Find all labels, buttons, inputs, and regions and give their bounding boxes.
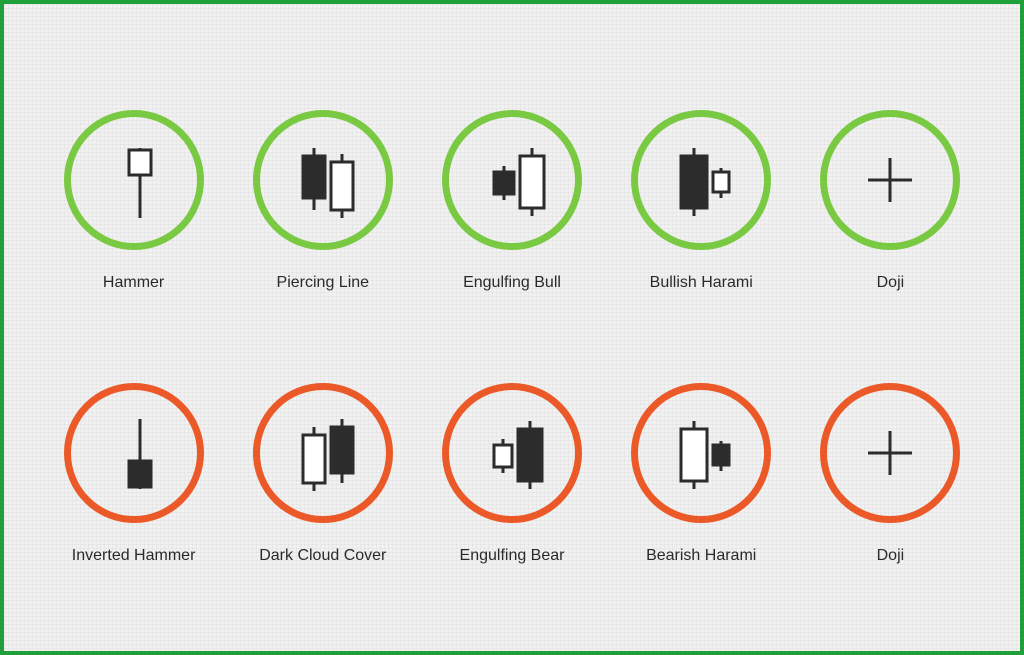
doji-bear-icon xyxy=(840,403,940,503)
bearish-row: Inverted Hammer Dark Cloud Cover Engulfing… xyxy=(44,383,980,565)
pattern-label: Doji xyxy=(877,547,905,565)
pattern-dark-cloud-cover: Dark Cloud Cover xyxy=(233,383,412,565)
inverted-hammer-icon xyxy=(84,403,184,503)
hammer-icon xyxy=(84,130,184,230)
dark-cloud-cover-icon xyxy=(273,403,373,503)
chart-frame: Hammer Piercing Line Engulfing Bull Bullish… xyxy=(0,0,1024,655)
pattern-label: Bullish Harami xyxy=(650,274,753,292)
bullish-row: Hammer Piercing Line Engulfing Bull Bullish… xyxy=(44,110,980,292)
pattern-inverted-hammer: Inverted Hammer xyxy=(44,383,223,565)
pattern-circle xyxy=(442,383,582,523)
engulfing-bull-icon xyxy=(462,130,562,230)
engulfing-bear-icon xyxy=(462,403,562,503)
pattern-engulfing-bull: Engulfing Bull xyxy=(422,110,601,292)
pattern-circle xyxy=(64,110,204,250)
bullish-harami-icon xyxy=(651,130,751,230)
pattern-doji-bull: Doji xyxy=(801,110,980,292)
pattern-circle xyxy=(253,383,393,523)
pattern-circle xyxy=(253,110,393,250)
pattern-engulfing-bear: Engulfing Bear xyxy=(422,383,601,565)
pattern-label: Bearish Harami xyxy=(646,547,756,565)
bearish-harami-icon xyxy=(651,403,751,503)
pattern-doji-bear: Doji xyxy=(801,383,980,565)
pattern-circle xyxy=(820,110,960,250)
pattern-circle xyxy=(631,110,771,250)
pattern-circle xyxy=(64,383,204,523)
pattern-bullish-harami: Bullish Harami xyxy=(612,110,791,292)
doji-bull-icon xyxy=(840,130,940,230)
pattern-circle xyxy=(442,110,582,250)
pattern-label: Engulfing Bear xyxy=(460,547,565,565)
pattern-bearish-harami: Bearish Harami xyxy=(612,383,791,565)
pattern-label: Hammer xyxy=(103,274,164,292)
pattern-label: Piercing Line xyxy=(277,274,370,292)
pattern-label: Inverted Hammer xyxy=(72,547,196,565)
pattern-circle xyxy=(820,383,960,523)
pattern-label: Doji xyxy=(877,274,905,292)
pattern-label: Dark Cloud Cover xyxy=(259,547,386,565)
pattern-piercing-line: Piercing Line xyxy=(233,110,412,292)
piercing-line-icon xyxy=(273,130,373,230)
pattern-label: Engulfing Bull xyxy=(463,274,561,292)
pattern-circle xyxy=(631,383,771,523)
pattern-hammer: Hammer xyxy=(44,110,223,292)
